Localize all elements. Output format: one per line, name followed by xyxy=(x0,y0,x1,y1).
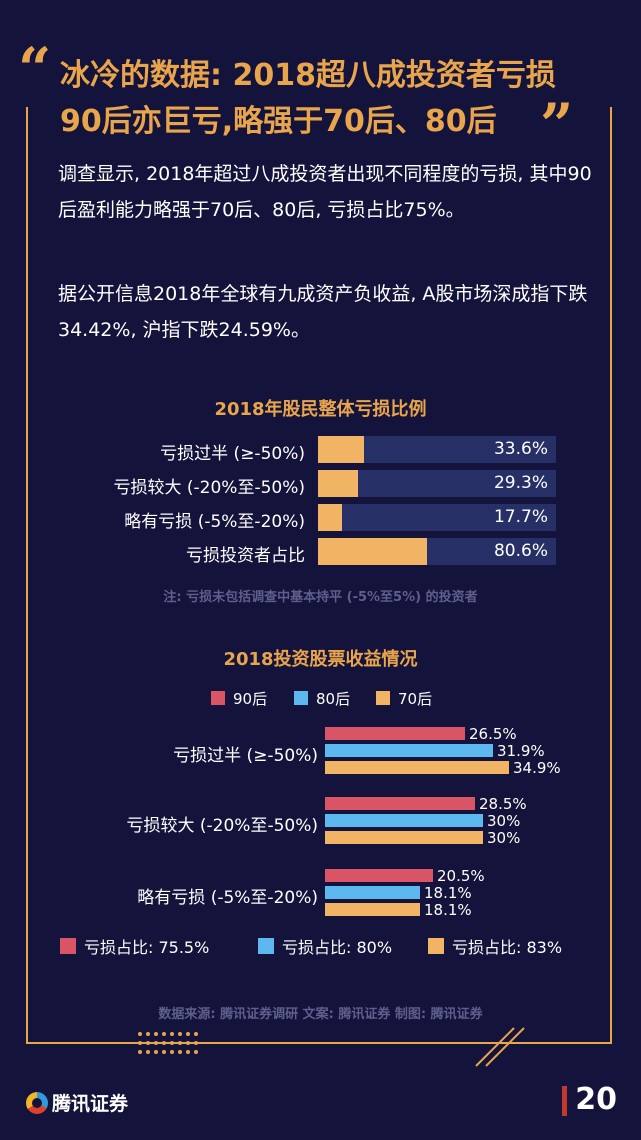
close-quote-icon: ” xyxy=(540,91,574,159)
bar xyxy=(325,886,420,899)
page-marker xyxy=(562,1086,567,1116)
bar-value-label: 28.5% xyxy=(479,795,527,813)
bar-track: 33.6% xyxy=(318,436,556,463)
bar-value-label: 17.7% xyxy=(493,507,548,527)
open-quote-icon: “ xyxy=(18,35,52,103)
bar-value-label: 30% xyxy=(487,812,521,830)
bar-value-label: 33.6% xyxy=(493,439,548,459)
bar xyxy=(325,744,493,757)
bar xyxy=(325,727,465,740)
bar xyxy=(325,903,420,916)
bar xyxy=(325,869,433,882)
group-category-label: 略有亏损 (-5%至-20%) xyxy=(137,888,318,908)
title-line-1: 冰冷的数据: 2018超八成投资者亏损 xyxy=(60,58,556,93)
loss-ratio-item: 亏损占比: 75.5% xyxy=(60,934,209,958)
bar xyxy=(318,504,342,531)
bar-category-label: 略有亏损 (-5%至-20%) xyxy=(124,512,305,532)
source-credits: 数据来源: 腾讯证券调研 文案: 腾讯证券 制图: 腾讯证券 xyxy=(158,1007,483,1022)
chart2-title: 2018投资股票收益情况 xyxy=(223,649,418,670)
bar xyxy=(325,831,483,844)
summary-text: 亏损占比: 75.5% xyxy=(84,938,210,957)
bar-category-label: 亏损过半 (≥-50%) xyxy=(160,444,305,464)
group-category-label: 亏损较大 (-20%至-50%) xyxy=(126,816,318,836)
bar-value-label: 31.9% xyxy=(497,742,545,760)
legend-item: 90后 xyxy=(211,688,267,709)
content-frame xyxy=(26,107,612,1044)
summary-swatch xyxy=(428,938,444,954)
legend-swatch xyxy=(376,691,390,705)
bar-value-label: 18.1% xyxy=(424,901,472,919)
tencent-logo-icon xyxy=(26,1092,48,1114)
bar-category-label: 亏损较大 (-20%至-50%) xyxy=(113,478,305,498)
summary-text: 亏损占比: 80% xyxy=(282,938,393,957)
bar xyxy=(325,814,483,827)
bar-track: 29.3% xyxy=(318,470,556,497)
legend-label: 80后 xyxy=(316,690,351,708)
bar-value-label: 20.5% xyxy=(437,867,485,885)
bar xyxy=(318,538,427,565)
bar-track: 80.6% xyxy=(318,538,556,565)
bar xyxy=(325,797,475,810)
brand-logo: 腾讯证券 xyxy=(26,1089,128,1116)
summary-swatch xyxy=(60,938,76,954)
legend-swatch xyxy=(294,691,308,705)
bar-category-label: 亏损投资者占比 xyxy=(186,546,305,566)
chart1-title: 2018年股民整体亏损比例 xyxy=(214,399,427,420)
bar-track: 17.7% xyxy=(318,504,556,531)
bar-value-label: 29.3% xyxy=(493,473,548,493)
legend-item: 80后 xyxy=(294,688,350,709)
dots-decoration xyxy=(138,1032,198,1054)
legend-label: 70后 xyxy=(398,690,433,708)
chart1-note: 注: 亏损未包括调查中基本持平 (-5%至5%) 的投资者 xyxy=(163,590,478,605)
brand-name: 腾讯证券 xyxy=(52,1093,129,1115)
bar-value-label: 26.5% xyxy=(469,725,517,743)
legend-swatch xyxy=(211,691,225,705)
loss-ratio-item: 亏损占比: 83% xyxy=(428,934,562,958)
loss-ratio-item: 亏损占比: 80% xyxy=(258,934,392,958)
page-number: 20 xyxy=(575,1082,617,1117)
intro-paragraph-2: 据公开信息2018年全球有九成资产负收益, A股市场深成指下跌34.42%, 沪… xyxy=(58,283,588,341)
bar xyxy=(318,470,358,497)
intro-paragraph-1: 调查显示, 2018年超过八成投资者出现不同程度的亏损, 其中90后盈利能力略强… xyxy=(58,163,592,221)
bar xyxy=(318,436,364,463)
summary-swatch xyxy=(258,938,274,954)
title-line-2: 90后亦巨亏,略强于70后、80后 xyxy=(60,104,497,139)
legend-item: 70后 xyxy=(376,688,432,709)
bar-value-label: 80.6% xyxy=(493,541,548,561)
slash-decoration xyxy=(475,1027,525,1067)
summary-text: 亏损占比: 83% xyxy=(452,938,563,957)
legend-label: 90后 xyxy=(233,690,268,708)
bar-value-label: 18.1% xyxy=(424,884,472,902)
bar xyxy=(325,761,509,774)
bar-value-label: 30% xyxy=(487,829,521,847)
bar-value-label: 34.9% xyxy=(513,759,561,777)
group-category-label: 亏损过半 (≥-50%) xyxy=(173,746,318,766)
